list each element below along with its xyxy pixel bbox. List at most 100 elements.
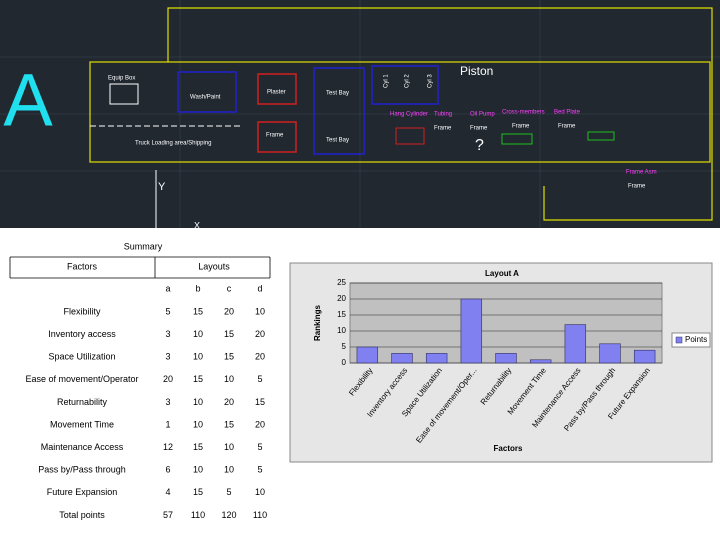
row-label: Movement Time <box>50 419 114 429</box>
bar <box>356 346 379 364</box>
cell: 20 <box>255 352 265 362</box>
cad-label: Plaster <box>267 90 286 96</box>
table-header: Layouts <box>198 261 230 271</box>
cell: 10 <box>255 487 265 497</box>
row-label: Ease of movement/Operator <box>25 374 138 384</box>
cell: 10 <box>193 352 203 362</box>
cad-grid <box>0 0 720 228</box>
cad-label: Cyl 3 <box>428 74 434 88</box>
cell: 10 <box>193 397 203 407</box>
cad-label: Cyl 1 <box>384 74 390 88</box>
cad-label: Cyl 2 <box>405 74 411 88</box>
row-label: Returnability <box>57 397 108 407</box>
cad-label: Hang Cylinder <box>390 112 428 118</box>
legend-label: Points <box>685 335 707 344</box>
cell: 15 <box>224 419 234 429</box>
cad-label: Frame <box>512 124 530 130</box>
column-header: b <box>195 283 200 293</box>
y-tick-label: 5 <box>342 342 347 351</box>
cad-label: Frame <box>628 184 646 190</box>
cad-label: Frame <box>266 133 284 139</box>
cell: 4 <box>165 487 170 497</box>
cell: 110 <box>253 510 267 520</box>
column-header: d <box>257 283 262 293</box>
cell: 5 <box>165 306 170 316</box>
legend-swatch <box>675 336 683 344</box>
y-axis-label: Rankings <box>313 304 322 341</box>
cell: 1 <box>165 419 170 429</box>
column-header: c <box>227 283 232 293</box>
y-tick-label: 25 <box>337 278 346 287</box>
cell: 110 <box>191 510 205 520</box>
column-header: a <box>165 283 170 293</box>
cell: 15 <box>193 306 203 316</box>
row-label: Pass by/Pass through <box>38 465 126 475</box>
x-axis-label: Factors <box>494 444 523 453</box>
cell: 10 <box>224 442 234 452</box>
cad-outlines <box>89 7 713 228</box>
cell: 20 <box>255 419 265 429</box>
cad-label: Y <box>158 181 166 193</box>
row-label: Flexibility <box>63 306 101 316</box>
cad-label: Oil Pump <box>470 112 495 118</box>
cad-label: X <box>194 220 200 230</box>
row-label: Maintenance Access <box>41 442 124 452</box>
y-tick-label: 20 <box>337 294 346 303</box>
cad-label: Piston <box>460 64 493 78</box>
cell: 10 <box>193 419 203 429</box>
cell: 20 <box>163 374 173 384</box>
cell: 3 <box>165 397 170 407</box>
row-label: Space Utilization <box>48 352 115 362</box>
cell: 10 <box>255 306 265 316</box>
row-label: Future Expansion <box>47 487 118 497</box>
cell: 15 <box>224 352 234 362</box>
bar <box>564 324 587 364</box>
bar <box>529 359 552 364</box>
cad-label: Wash/Paint <box>190 95 221 101</box>
cad-label: Frame <box>558 124 576 130</box>
cell: 5 <box>257 442 262 452</box>
cad-label: Frame <box>434 126 452 132</box>
cell: 12 <box>163 442 173 452</box>
legend-box <box>671 332 711 348</box>
cell: 15 <box>193 374 203 384</box>
y-tick-label: 15 <box>337 310 346 319</box>
cad-label: Test Bay <box>326 138 349 144</box>
cad-labels: Equip Box Wash/Paint Plaster Test Bay Tr… <box>108 64 657 230</box>
cell: 6 <box>165 465 170 475</box>
cell: 15 <box>255 397 265 407</box>
bar <box>633 349 656 364</box>
cell: 10 <box>193 329 203 339</box>
cad-label: Bed Plate <box>554 110 581 116</box>
cad-label: ? <box>475 137 484 154</box>
cell: 15 <box>224 329 234 339</box>
cad-big-label: A <box>3 59 53 142</box>
cad-label: Equip Box <box>108 76 135 82</box>
cad-label: Tubing <box>434 112 452 118</box>
cad-label: Frame <box>470 126 488 132</box>
table-caption: Summary <box>124 241 163 251</box>
cell: 57 <box>163 510 173 520</box>
cell: 5 <box>257 465 262 475</box>
cad-label: Frame Asm <box>626 170 657 176</box>
cell: 20 <box>224 397 234 407</box>
y-tick-label: 10 <box>337 326 346 335</box>
bar <box>495 353 517 364</box>
cell: 20 <box>224 306 234 316</box>
table-lines <box>9 256 271 279</box>
bar <box>391 353 413 364</box>
cad-label: Cross-members <box>502 110 545 116</box>
cell: 15 <box>193 442 203 452</box>
bar <box>460 298 483 364</box>
row-label: Inventory access <box>48 329 116 339</box>
cell: 5 <box>226 487 231 497</box>
cell: 120 <box>221 510 236 520</box>
cell: 3 <box>165 352 170 362</box>
cell: 10 <box>224 465 234 475</box>
cell: 20 <box>255 329 265 339</box>
chart-title: Layout A <box>485 269 519 278</box>
bar <box>425 353 448 364</box>
